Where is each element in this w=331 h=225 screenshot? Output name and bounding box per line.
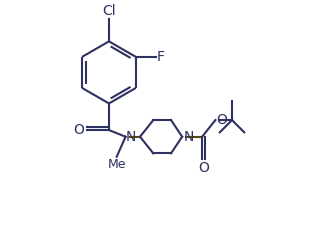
Text: N: N	[183, 130, 194, 144]
Text: N: N	[126, 130, 136, 144]
Text: O: O	[216, 113, 227, 127]
Text: F: F	[157, 50, 165, 64]
Text: Cl: Cl	[102, 4, 116, 18]
Text: O: O	[73, 123, 84, 137]
Text: O: O	[198, 161, 209, 175]
Text: Me: Me	[108, 158, 126, 171]
